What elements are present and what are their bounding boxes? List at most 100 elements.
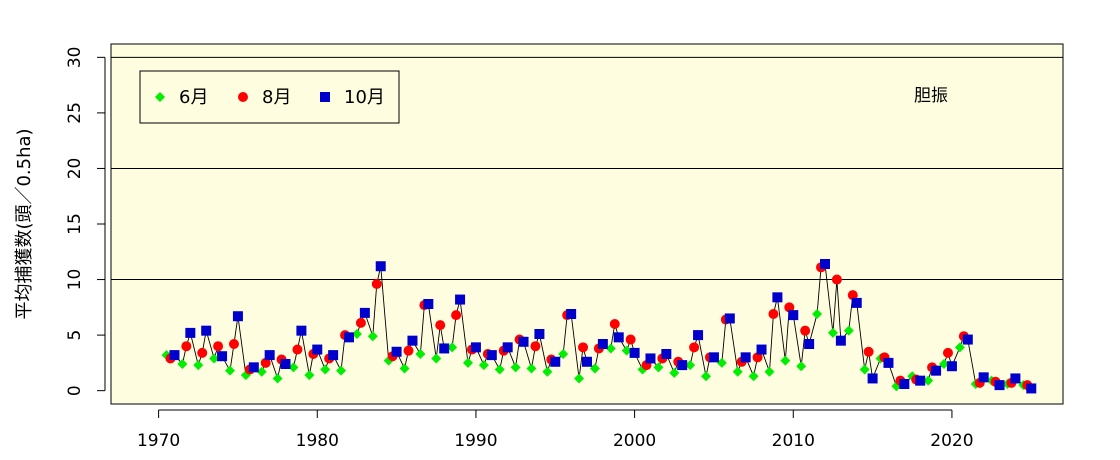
data-point [371,279,382,289]
legend-marker [155,92,165,102]
data-point [502,342,513,353]
data-point [451,310,462,321]
data-point [169,350,180,361]
data-point [883,357,894,368]
data-point [609,319,620,329]
data-point [185,327,196,338]
data-point [685,360,696,371]
data-point [201,325,212,336]
data-point [248,362,259,373]
legend-label: 8月 [262,87,291,108]
data-point [391,346,402,357]
data-point [232,311,243,322]
data-point [915,375,926,386]
data-point [530,341,541,352]
data-point [367,331,378,342]
data-point [486,350,497,361]
data-point [435,320,446,331]
data-point [752,352,763,363]
data-point [582,356,592,367]
data-point [1010,373,1021,384]
y-tick-label: 10 [65,269,85,291]
data-point [613,332,624,343]
region-annotation: 胆振 [914,86,948,106]
data-point [260,357,271,368]
data-point [272,373,283,384]
data-point [328,350,339,361]
data-point [296,325,307,336]
x-axis: 1970 1980 1990 2000 2010 2020 [137,409,974,451]
data-point [280,359,291,369]
data-point [942,347,953,358]
data-point [863,346,874,357]
y-axis-label: 平均捕獲数(頭／0.5ha) [14,128,35,319]
data-point [478,360,489,371]
data-point [843,325,854,336]
legend-label: 10月 [344,87,385,108]
data-point [431,353,442,364]
data-point [994,380,1005,391]
data-point [589,363,600,374]
data-point [355,317,366,328]
data-point [344,332,354,343]
data-point [256,366,267,377]
data-point [407,335,418,346]
data-point [605,343,616,354]
y-tick-label: 30 [65,47,85,69]
data-point [217,351,228,362]
data-point [669,367,680,378]
data-point [835,335,846,346]
data-point [827,327,838,338]
data-point [181,341,192,352]
data-point [534,329,545,339]
data-point [939,359,949,369]
data-point [701,371,711,382]
data-point [197,347,208,358]
legend: 6月 8月 10月 [139,70,400,124]
x-tick-label: 1970 [137,431,180,451]
data-point [228,339,239,349]
data-point [447,342,458,353]
data-point [542,366,553,377]
data-point [510,362,521,373]
data-point [470,342,481,353]
data-point [661,349,672,359]
data-point [359,307,370,318]
data-point [526,363,537,374]
data-markers [161,259,1037,394]
data-point [748,371,759,382]
data-point [780,355,791,366]
data-point [1026,383,1037,394]
data-point [225,365,235,376]
data-point [574,373,585,384]
data-point [962,334,973,345]
data-point [597,339,608,349]
legend-label: 6月 [179,87,208,108]
data-point [375,261,386,272]
x-tick-label: 1990 [454,431,497,451]
data-point [804,339,815,349]
data-point [820,259,830,269]
data-point [455,294,466,305]
data-point [463,357,473,368]
y-tick-label: 0 [65,385,85,396]
data-point [550,356,561,367]
y-tick-label: 25 [65,102,85,124]
data-point [653,362,664,373]
reference-lines [111,56,1063,281]
data-point [578,342,589,353]
legend-marker [320,92,330,102]
legend-box [139,70,400,124]
data-point [213,341,224,352]
data-point [518,336,529,347]
data-point [193,360,204,371]
data-point [439,343,450,354]
data-point [320,364,331,375]
data-point [403,345,414,356]
data-point [859,364,870,375]
data-point [566,309,577,319]
data-point [629,347,640,358]
data-point [177,359,188,369]
y-tick-label: 20 [65,158,85,180]
data-point [689,342,700,353]
